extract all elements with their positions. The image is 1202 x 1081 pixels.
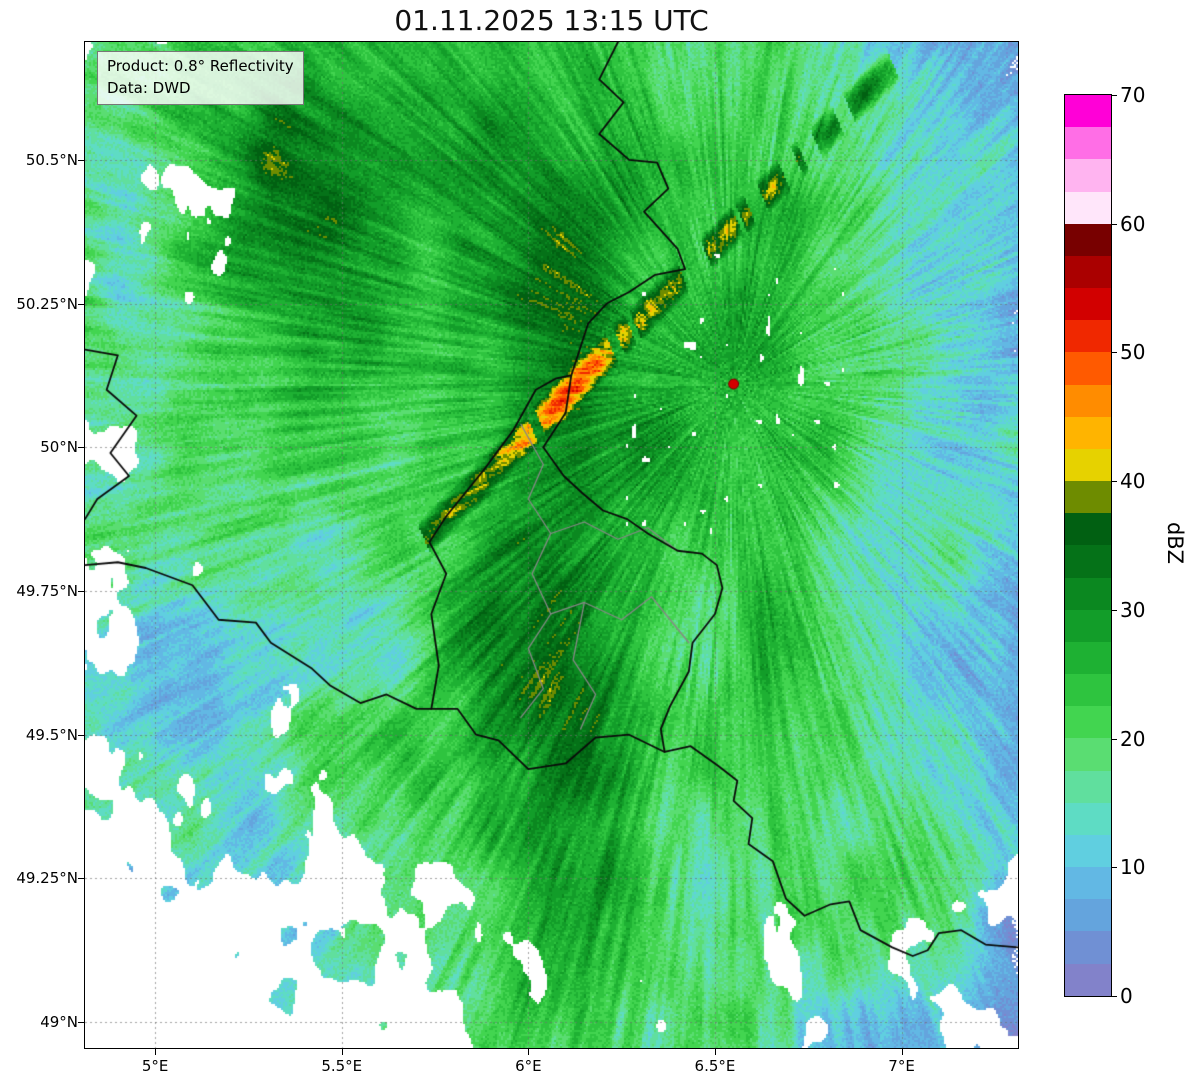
colorbar-tick-mark: [1111, 738, 1117, 740]
colorbar-segment: [1065, 577, 1111, 610]
y-tick-label: 50°N: [40, 438, 78, 457]
colorbar-tick-label: 0: [1120, 984, 1133, 1008]
colorbar-segment: [1065, 288, 1111, 321]
colorbar-segment: [1065, 931, 1111, 964]
colorbar-segment: [1065, 738, 1111, 771]
colorbar-tick-label: 60: [1120, 211, 1146, 236]
colorbar-segment: [1065, 448, 1111, 482]
x-tick-label: 5°E: [141, 1057, 169, 1075]
y-tick-mark: [78, 590, 84, 592]
colorbar-segment: [1065, 963, 1111, 996]
x-tick-mark: [155, 1049, 157, 1055]
colorbar-tick-label: 20: [1120, 726, 1146, 751]
x-tick-mark: [714, 1049, 716, 1055]
figure-title: 01.11.2025 13:15 UTC: [394, 4, 709, 37]
colorbar-tick-mark: [1111, 867, 1117, 869]
x-tick-mark: [901, 1049, 903, 1055]
y-tick-label: 49°N: [40, 1013, 78, 1032]
y-tick-mark: [78, 878, 84, 880]
colorbar-segment: [1065, 416, 1111, 449]
colorbar-segment: [1065, 834, 1111, 868]
x-tick-label: 6.5°E: [694, 1057, 736, 1075]
colorbar-tick-label: 40: [1120, 469, 1146, 494]
colorbar-tick-mark: [1111, 481, 1117, 483]
colorbar-segment: [1065, 384, 1111, 417]
colorbar-segment: [1065, 706, 1111, 739]
colorbar-units-label: dBZ: [1163, 521, 1188, 565]
radar-reflectivity-canvas: [85, 42, 1018, 1048]
y-tick-mark: [78, 159, 84, 161]
colorbar-tick-label: 10: [1120, 855, 1146, 880]
x-tick-label: 6°E: [515, 1057, 542, 1075]
data-source-label: Data: DWD: [107, 78, 191, 97]
colorbar-segment: [1065, 802, 1111, 835]
x-tick-mark: [528, 1049, 530, 1055]
y-tick-mark: [78, 447, 84, 449]
y-tick-label: 50.25°N: [16, 294, 78, 313]
map-plot-area: Product: 0.8° Reflectivity Data: DWD: [84, 41, 1019, 1049]
colorbar-segment: [1065, 223, 1111, 256]
colorbar-segment: [1065, 545, 1111, 578]
product-label: Product: 0.8° Reflectivity: [107, 57, 294, 75]
y-tick-mark: [78, 734, 84, 736]
product-info-box: Product: 0.8° Reflectivity Data: DWD: [97, 51, 304, 105]
colorbar-segment: [1065, 641, 1111, 675]
colorbar-tick-label: 70: [1120, 83, 1146, 107]
x-tick-label: 7°E: [888, 1057, 915, 1075]
colorbar-segment: [1065, 481, 1111, 514]
colorbar-tick-mark: [1111, 996, 1117, 997]
colorbar-segment: [1065, 770, 1111, 803]
colorbar-segment: [1065, 95, 1111, 128]
colorbar-tick-label: 50: [1120, 340, 1146, 365]
colorbar-segment: [1065, 320, 1111, 353]
colorbar-segment: [1065, 867, 1111, 900]
x-tick-label: 5.5°E: [321, 1057, 363, 1075]
y-tick-label: 49.25°N: [16, 869, 78, 888]
x-tick-mark: [341, 1049, 343, 1055]
colorbar-segment: [1065, 513, 1111, 546]
colorbar-tick-label: 30: [1120, 597, 1146, 622]
y-tick-label: 50.5°N: [25, 150, 78, 169]
colorbar-segment: [1065, 609, 1111, 642]
y-tick-label: 49.75°N: [16, 581, 78, 600]
colorbar-tick-mark: [1111, 95, 1117, 96]
y-tick-mark: [78, 303, 84, 305]
colorbar-segment: [1065, 127, 1111, 160]
colorbar-segment: [1065, 352, 1111, 385]
colorbar-segment: [1065, 899, 1111, 932]
colorbar-segment: [1065, 191, 1111, 224]
colorbar-segment: [1065, 159, 1111, 192]
colorbar-segment: [1065, 255, 1111, 289]
y-tick-label: 49.5°N: [25, 725, 78, 744]
colorbar: [1064, 94, 1112, 997]
colorbar-tick-mark: [1111, 223, 1117, 225]
colorbar-tick-mark: [1111, 609, 1117, 611]
y-tick-mark: [78, 1022, 84, 1024]
colorbar-segment: [1065, 674, 1111, 707]
colorbar-tick-mark: [1111, 352, 1117, 354]
